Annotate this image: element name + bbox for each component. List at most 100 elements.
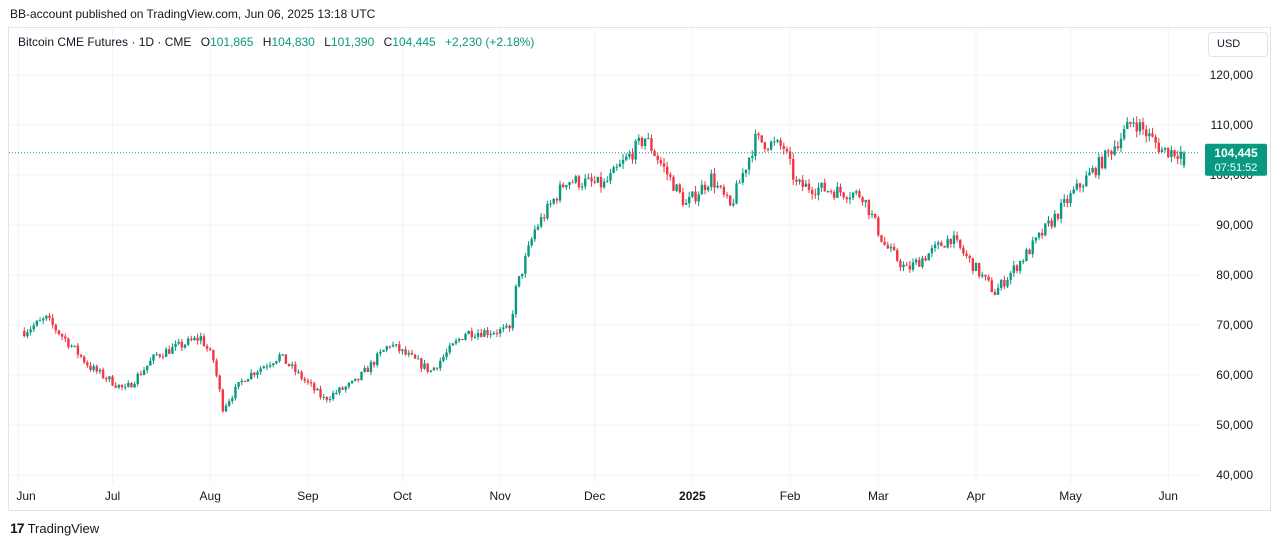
tradingview-logo-icon: 17 xyxy=(10,520,25,536)
candle-body xyxy=(347,383,351,387)
candle-body xyxy=(936,242,940,245)
candle-body xyxy=(294,364,297,372)
candle-body xyxy=(180,341,184,348)
candle-body xyxy=(341,387,344,390)
candle-body xyxy=(1034,237,1038,241)
candle-body xyxy=(640,137,644,146)
candle-body xyxy=(89,365,92,370)
candle-body xyxy=(889,246,893,249)
candle-body xyxy=(914,259,918,263)
candle-body xyxy=(1075,183,1079,190)
candle-body xyxy=(1167,147,1170,158)
candle-body xyxy=(653,150,656,156)
candle-body xyxy=(344,386,347,390)
candle-body xyxy=(845,197,849,200)
candle-body xyxy=(817,187,820,195)
candle-body xyxy=(918,259,921,267)
candle-body xyxy=(1173,150,1176,157)
candle-body xyxy=(152,354,155,361)
candle-body xyxy=(829,191,833,193)
candle-body xyxy=(861,197,864,203)
candle-body xyxy=(527,245,530,257)
candle-body xyxy=(823,182,826,192)
candle-body xyxy=(98,369,102,372)
candle-body xyxy=(804,183,808,187)
candle-body xyxy=(149,360,152,366)
candle-body xyxy=(218,375,221,390)
currency-button[interactable]: USD xyxy=(1208,32,1268,57)
footer-brand[interactable]: 17 TradingView xyxy=(10,520,99,536)
y-tick-label: 80,000 xyxy=(1216,268,1253,282)
candle-body xyxy=(243,380,247,382)
candle-body xyxy=(952,235,956,244)
candle-body xyxy=(114,385,117,388)
candle-body xyxy=(943,246,946,248)
candle-body xyxy=(1081,186,1085,188)
candle-body xyxy=(930,247,934,254)
y-axis: 120,000110,000100,00090,00080,00070,0006… xyxy=(1210,68,1254,482)
candle-body xyxy=(659,160,663,164)
publisher-line: BB-account published on TradingView.com,… xyxy=(10,7,376,21)
y-tick-label: 120,000 xyxy=(1210,68,1254,82)
candle-body xyxy=(851,192,855,198)
candle-body xyxy=(417,358,420,360)
candle-body xyxy=(1182,152,1186,166)
candle-body xyxy=(987,276,990,281)
candle-body xyxy=(558,184,562,201)
candle-body xyxy=(996,287,1000,295)
candle-body xyxy=(725,194,729,196)
candle-body xyxy=(319,388,322,398)
candle-body xyxy=(584,178,587,187)
candle-body xyxy=(738,182,741,184)
last-price-tag: 104,445 07:51:52 xyxy=(1205,143,1267,176)
candle-body xyxy=(993,291,997,295)
x-tick-label: Dec xyxy=(584,489,605,503)
change-value: +2,230 (+2.18%) xyxy=(445,35,535,49)
candle-body xyxy=(580,186,584,188)
x-tick-label: Feb xyxy=(780,489,801,503)
candle-body xyxy=(1122,129,1126,139)
candle-body xyxy=(1012,265,1016,273)
candle-body xyxy=(467,330,470,334)
candle-body xyxy=(1040,232,1044,236)
candle-body xyxy=(1044,223,1047,236)
candle-body xyxy=(962,247,965,254)
candle-body xyxy=(435,367,439,369)
candle-body xyxy=(1129,121,1132,124)
candle-body xyxy=(795,179,798,182)
candle-body xyxy=(729,195,732,206)
candle-body xyxy=(111,376,114,386)
candle-body xyxy=(331,392,335,400)
candle-body xyxy=(79,354,83,357)
candle-body xyxy=(486,330,489,335)
candle-body xyxy=(949,238,952,244)
candle-body xyxy=(1031,240,1034,255)
candle-body xyxy=(722,186,726,195)
candle-body xyxy=(410,352,414,355)
candle-body xyxy=(855,191,858,193)
candle-body xyxy=(1094,167,1097,176)
candle-body xyxy=(398,344,401,352)
high-label: H xyxy=(262,35,272,49)
candle-body xyxy=(1091,167,1094,173)
candle-body xyxy=(763,142,767,150)
candle-body xyxy=(870,213,874,216)
chart-frame xyxy=(8,27,1271,511)
candle-body xyxy=(801,179,804,187)
candle-body xyxy=(1088,172,1091,176)
candle-body xyxy=(391,344,395,347)
candle-body xyxy=(703,184,707,191)
candle-body xyxy=(691,191,694,197)
candle-body xyxy=(26,332,29,337)
candle-body xyxy=(684,203,688,205)
candle-body xyxy=(782,145,785,149)
candle-body xyxy=(413,354,417,359)
candle-body xyxy=(1119,138,1123,149)
last-price-tag-bg xyxy=(1205,143,1267,176)
candle-body xyxy=(820,182,823,188)
candle-body xyxy=(814,194,817,196)
candle-body xyxy=(675,184,678,191)
candle-body xyxy=(779,140,782,146)
candle-body xyxy=(136,373,139,384)
